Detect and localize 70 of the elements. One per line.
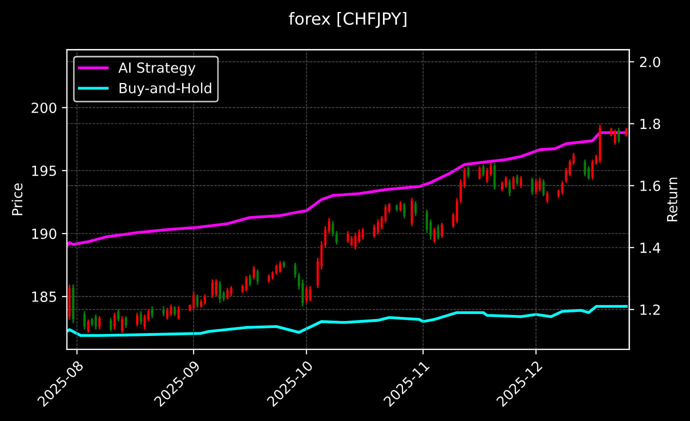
- candlestick: [358, 228, 360, 244]
- candlestick: [531, 177, 534, 196]
- candlestick: [482, 164, 484, 177]
- candlestick: [230, 286, 232, 297]
- candlestick: [588, 166, 590, 180]
- candlestick: [376, 218, 380, 236]
- candlestick: [614, 128, 616, 146]
- candlestick: [335, 230, 338, 246]
- candlestick: [252, 266, 255, 280]
- candlestick: [467, 166, 470, 179]
- candlestick: [294, 262, 296, 279]
- y-tick-label: 190: [32, 228, 56, 240]
- candlestick: [98, 315, 101, 330]
- candlestick: [350, 236, 353, 247]
- y2-axis-title: Return: [667, 178, 678, 222]
- candlestick: [426, 208, 428, 234]
- candlestick: [410, 197, 413, 227]
- legend-label: AI Strategy: [118, 62, 196, 76]
- candlestick: [211, 278, 214, 298]
- y2-tick-label: 1.4: [640, 242, 660, 253]
- y2-tick-label: 1.8: [640, 118, 660, 130]
- candlestick: [144, 314, 146, 330]
- candlestick: [384, 204, 387, 224]
- candlestick: [151, 306, 154, 319]
- y-tick-label: 195: [32, 166, 56, 176]
- candlestick: [124, 315, 128, 329]
- y-tick-label: 185: [32, 292, 56, 302]
- candlestick: [501, 180, 504, 192]
- candlestick: [437, 224, 440, 240]
- candlestick: [332, 220, 334, 237]
- candlestick: [508, 178, 511, 197]
- candlestick: [309, 286, 312, 302]
- candlestick: [618, 127, 620, 144]
- candlestick: [215, 278, 218, 297]
- candlestick: [440, 222, 444, 239]
- candlestick: [117, 308, 120, 322]
- candlestick: [94, 314, 97, 330]
- y-axis-title: Price: [12, 183, 22, 216]
- candlestick: [346, 230, 349, 244]
- candlestick: [113, 312, 116, 330]
- line-series: [66, 131, 628, 248]
- chart-title: forex [CHFJPY]: [288, 12, 406, 28]
- candlestick: [166, 307, 168, 320]
- y-tick-label: 200: [32, 102, 56, 114]
- candlestick: [538, 177, 541, 192]
- candlestick: [83, 310, 86, 330]
- candlestick: [174, 306, 176, 317]
- y2-tick-label: 2.0: [640, 56, 660, 68]
- y2-tick-label: 1.2: [640, 304, 660, 315]
- candlestick: [354, 232, 357, 250]
- legend-label: Buy-and-Hold: [120, 82, 212, 96]
- candlestick: [403, 202, 406, 219]
- candlestick: [177, 306, 180, 320]
- line-series: [66, 304, 628, 337]
- candlestick: [546, 190, 548, 204]
- candlestick: [110, 317, 112, 332]
- candlestick: [120, 315, 124, 334]
- candlestick: [279, 260, 282, 274]
- y2-tick-label: 1.6: [640, 180, 660, 192]
- candlestick: [561, 180, 564, 196]
- candlestick: [204, 294, 206, 306]
- candlestick: [516, 174, 518, 186]
- candlestick: [226, 287, 229, 300]
- candlestick: [302, 278, 304, 307]
- candlestick: [373, 224, 376, 239]
- candlestick: [245, 276, 248, 292]
- candlestick: [196, 294, 198, 309]
- candlestick: [305, 286, 308, 304]
- candlestick: [136, 312, 138, 327]
- candlestick: [87, 318, 90, 334]
